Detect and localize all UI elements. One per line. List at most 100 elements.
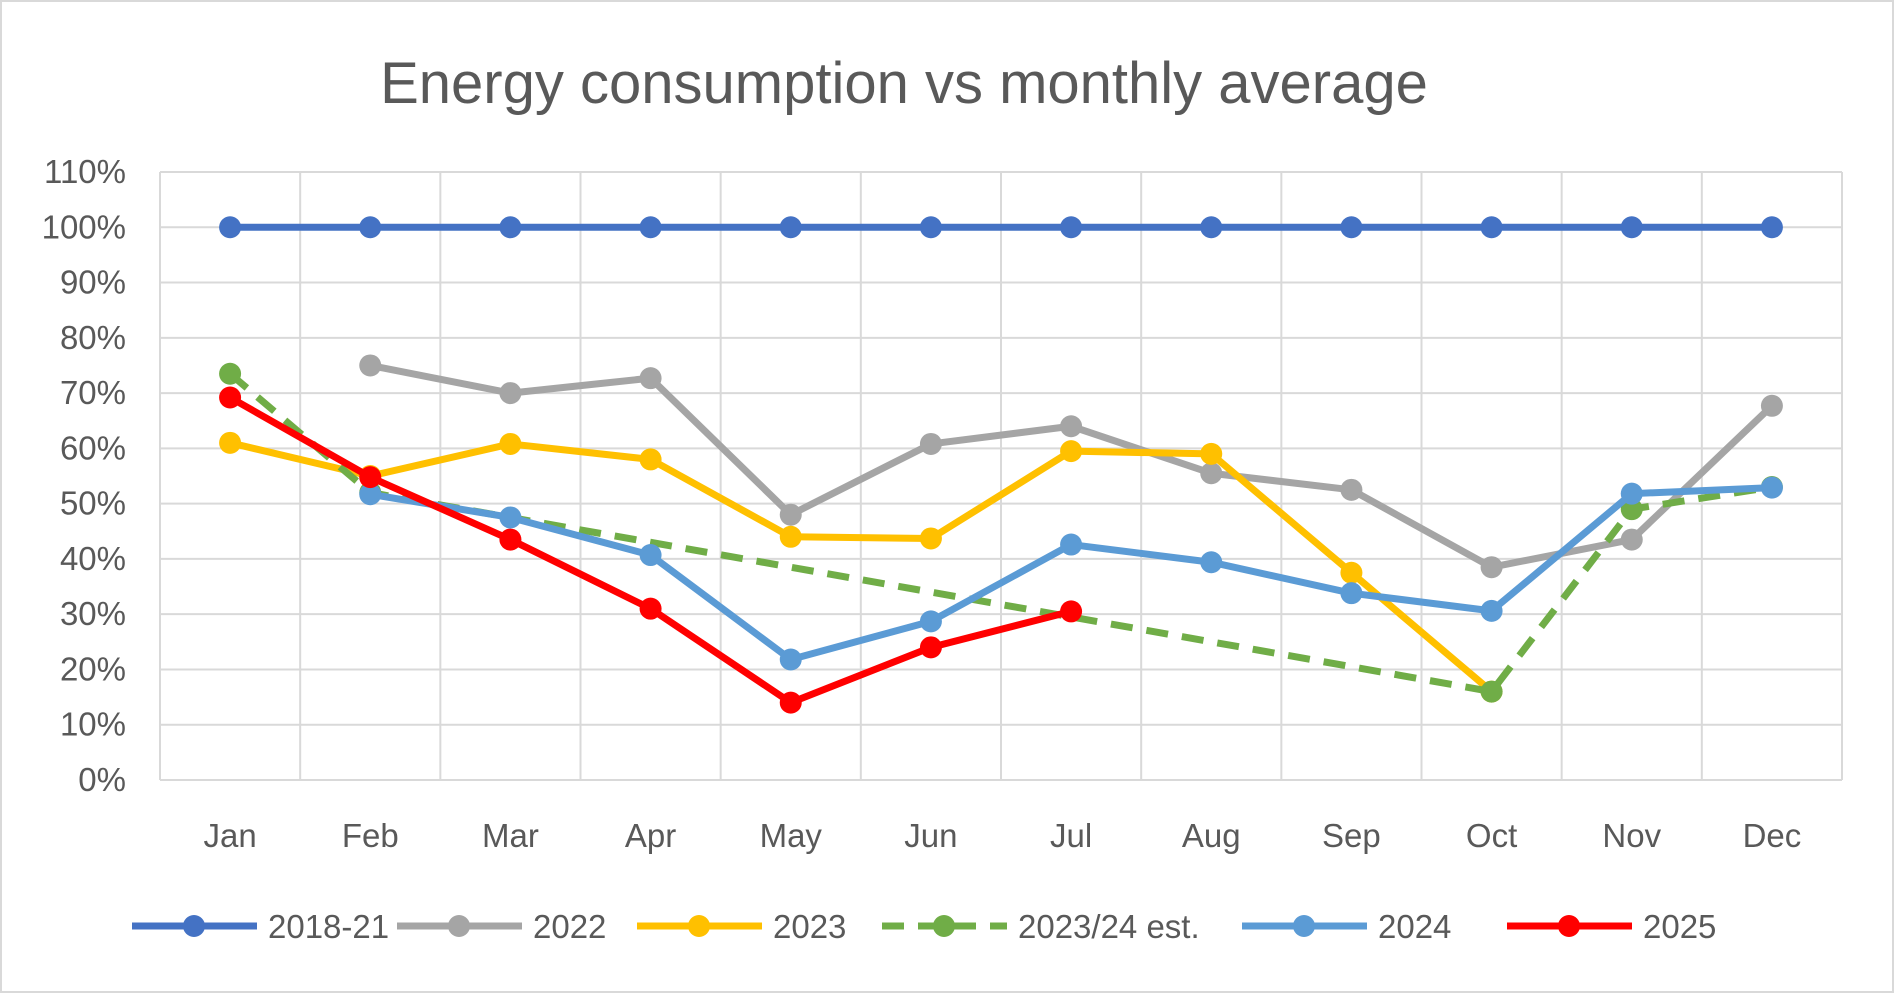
data-point[interactable] [359,216,382,239]
series-line [226,439,1496,696]
legend-item: 2018-21 [132,908,389,945]
x-tick-label: Jun [904,817,957,854]
x-tick-label: Mar [482,817,539,854]
legend-label: 2023/24 est. [1018,908,1200,945]
data-point[interactable] [1340,216,1363,239]
x-tick-label: Jul [1050,817,1092,854]
data-point[interactable] [1060,415,1083,438]
chart-title: Energy consumption vs monthly average [380,51,1428,116]
data-point[interactable] [1760,216,1783,239]
data-point[interactable] [639,216,662,239]
data-point[interactable] [1620,216,1643,239]
data-point[interactable] [1340,582,1363,605]
data-point[interactable] [219,362,242,385]
data-point[interactable] [1200,442,1223,465]
y-tick-label: 50% [60,485,126,522]
data-point[interactable] [219,431,242,454]
data-point[interactable] [359,483,382,506]
y-tick-label: 60% [60,429,126,466]
y-tick-label: 20% [60,650,126,687]
data-point[interactable] [639,448,662,471]
data-point[interactable] [1620,482,1643,505]
legend-label: 2024 [1378,908,1451,945]
data-point[interactable] [219,386,242,409]
data-point[interactable] [639,367,662,390]
x-tick-label: Sep [1322,817,1381,854]
legend-item: 2024 [1242,908,1451,945]
data-point[interactable] [919,216,942,239]
data-point[interactable] [779,648,802,671]
data-point[interactable] [1340,478,1363,501]
data-point[interactable] [1480,556,1503,579]
data-point[interactable] [359,466,382,489]
y-tick-label: 70% [60,374,126,411]
x-tick-label: Dec [1743,817,1802,854]
x-tick-label: Apr [625,817,676,854]
data-point[interactable] [779,503,802,526]
data-point[interactable] [1620,528,1643,551]
data-point[interactable] [1480,680,1503,703]
data-point[interactable] [1200,462,1223,485]
data-point[interactable] [1060,216,1083,239]
legend-label: 2022 [533,908,606,945]
data-point[interactable] [499,432,522,455]
legend-swatch-marker [1558,915,1580,937]
x-tick-label: Aug [1182,817,1241,854]
data-point[interactable] [919,636,942,659]
y-tick-label: 80% [60,319,126,356]
data-point[interactable] [1200,216,1223,239]
legend: 2018-21 2022 2023 2023/24 est. 2024 2025 [132,908,1716,945]
y-tick-label: 90% [60,264,126,301]
data-point[interactable] [779,691,802,714]
data-point[interactable] [499,216,522,239]
series-2018-21 [219,216,1783,239]
data-point[interactable] [1760,476,1783,499]
data-point[interactable] [359,354,382,377]
data-point[interactable] [779,525,802,548]
legend-swatch-marker [183,915,205,937]
data-point[interactable] [499,506,522,529]
y-tick-label: 30% [60,595,126,632]
series-2024 [359,476,1783,671]
data-point[interactable] [1480,599,1503,622]
data-point[interactable] [499,382,522,405]
data-point[interactable] [1060,533,1083,556]
data-point[interactable] [779,216,802,239]
axis-layer: 0% 10% 20% 30% 40% 50% 60% 70% 80% 90% 100% 110% Jan… [42,153,1802,854]
grid-layer [159,171,1843,781]
data-point[interactable] [499,528,522,551]
data-point[interactable] [639,597,662,620]
series-layer [219,216,1783,714]
data-point[interactable] [1060,440,1083,463]
data-point[interactable] [1200,551,1223,574]
legend-item: 2023 [637,908,846,945]
x-tick-label: Oct [1466,817,1517,854]
y-tick-label: 40% [60,540,126,577]
data-point[interactable] [639,544,662,567]
data-point[interactable] [1760,394,1783,417]
y-tick-label: 10% [60,706,126,743]
data-point[interactable] [1480,216,1503,239]
legend-swatch-marker [688,915,710,937]
x-tick-label: Nov [1602,817,1661,854]
legend-swatch-marker [1293,915,1315,937]
data-point[interactable] [1060,600,1083,623]
data-point[interactable] [919,610,942,633]
legend-label: 2018-21 [268,908,389,945]
series-2025 [219,386,1083,714]
legend-label: 2023 [773,908,846,945]
series-2022 [359,354,1783,579]
data-point[interactable] [1340,561,1363,584]
x-tick-label: Jan [203,817,256,854]
data-point[interactable] [919,432,942,455]
legend-item: 2022 [397,908,606,945]
legend-item: 2025 [1507,908,1716,945]
legend-item: 2023/24 est. [882,908,1200,945]
data-point[interactable] [1620,498,1643,521]
legend-label: 2025 [1643,908,1716,945]
data-point[interactable] [919,527,942,550]
x-tick-label: Feb [342,817,399,854]
data-point[interactable] [219,216,242,239]
